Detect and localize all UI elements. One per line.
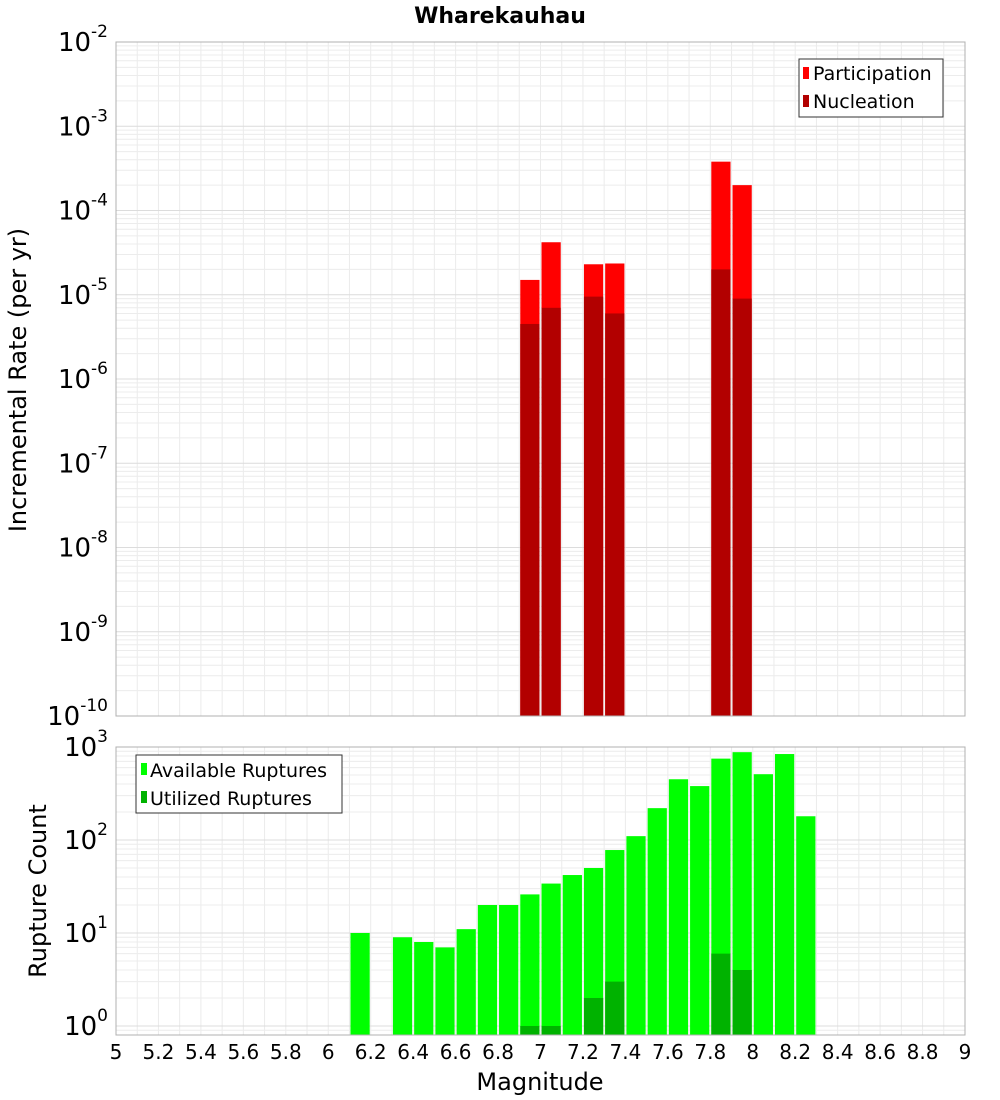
legend-label-nucleation: Nucleation bbox=[813, 91, 915, 113]
x-tick-label: 5.6 bbox=[227, 1040, 259, 1064]
count-bars bbox=[350, 752, 816, 1035]
count-legend-box bbox=[135, 754, 343, 814]
x-tick-label: 5.8 bbox=[270, 1040, 302, 1064]
rate-plot-border bbox=[115, 41, 966, 717]
bar-available-ruptures bbox=[350, 932, 370, 1035]
rate-grid bbox=[115, 41, 966, 717]
bar-available-ruptures bbox=[414, 942, 434, 1035]
y-tick-label: 101 bbox=[64, 913, 108, 949]
legend-swatch-nucleation bbox=[803, 95, 809, 107]
x-tick-label: 6 bbox=[322, 1040, 335, 1064]
bar-available-ruptures bbox=[392, 937, 413, 1035]
bar-utilized-ruptures bbox=[711, 953, 731, 1035]
bar-available-ruptures bbox=[456, 929, 476, 1035]
rate-y-axis-label: Incremental Rate (per yr) bbox=[4, 228, 32, 532]
bar-available-ruptures bbox=[668, 779, 689, 1035]
bar-available-ruptures bbox=[477, 904, 498, 1035]
x-tick-label: 6.2 bbox=[355, 1040, 387, 1064]
x-tick-label: 6.8 bbox=[482, 1040, 514, 1064]
y-tick-label: 10-3 bbox=[58, 106, 108, 142]
bar-available-ruptures bbox=[520, 894, 540, 1035]
y-tick-label: 10-2 bbox=[58, 22, 108, 58]
bar-available-ruptures bbox=[796, 816, 816, 1035]
legend-swatch-utilized bbox=[141, 791, 147, 803]
legend-swatch-available bbox=[141, 763, 147, 775]
x-tick-label: 7 bbox=[534, 1040, 547, 1064]
x-tick-label: 6.6 bbox=[440, 1040, 472, 1064]
bar-nucleation bbox=[520, 323, 540, 716]
bar-available-ruptures bbox=[626, 836, 646, 1035]
y-tick-label: 103 bbox=[64, 727, 108, 763]
bar-available-ruptures bbox=[732, 752, 752, 1035]
y-tick-label: 10-7 bbox=[58, 443, 108, 479]
bar-nucleation bbox=[732, 298, 752, 716]
y-tick-label: 10-4 bbox=[58, 191, 108, 227]
bar-utilized-ruptures bbox=[732, 969, 752, 1035]
bar-nucleation bbox=[583, 296, 604, 716]
y-tick-label: 10-10 bbox=[47, 696, 108, 732]
bar-available-ruptures bbox=[690, 786, 710, 1035]
bar-nucleation bbox=[605, 313, 625, 716]
count-y-ticks: 100 101 102 103 bbox=[64, 727, 108, 1042]
x-axis-label: Magnitude bbox=[476, 1068, 603, 1096]
x-tick-label: 8 bbox=[746, 1040, 759, 1064]
count-panel: 100 101 102 103 5 5.2 5.4 5.6 5.8 6 6.2 6.4 6.6 6.8 7… bbox=[24, 727, 971, 1096]
x-tick-labels: 5 5.2 5.4 5.6 5.8 6 6.2 6.4 6.6 6.8 7 7.2 7.4 7.6 7.8 8… bbox=[110, 1040, 972, 1064]
bar-utilized-ruptures bbox=[605, 981, 625, 1035]
legend-swatch-participation bbox=[803, 67, 809, 79]
bar-available-ruptures bbox=[562, 875, 582, 1035]
x-tick-label: 5.2 bbox=[143, 1040, 175, 1064]
legend-label-utilized: Utilized Ruptures bbox=[150, 788, 312, 810]
bar-available-ruptures bbox=[647, 808, 667, 1035]
rate-legend: Participation Nucleation bbox=[798, 58, 944, 118]
x-tick-label: 8.2 bbox=[779, 1040, 811, 1064]
x-tick-label: 8.4 bbox=[822, 1040, 854, 1064]
y-tick-label: 102 bbox=[64, 820, 108, 856]
y-tick-label: 10-5 bbox=[58, 275, 108, 311]
x-tick-label: 7.4 bbox=[609, 1040, 641, 1064]
bar-utilized-ruptures bbox=[583, 997, 604, 1035]
legend-label-available: Available Ruptures bbox=[150, 760, 327, 782]
rate-y-ticks: 10-10 10-9 10-8 10-7 10-6 10-5 10-4 10-3 10-2 bbox=[47, 22, 108, 732]
bar-available-ruptures bbox=[435, 947, 455, 1035]
bar-available-ruptures bbox=[774, 754, 795, 1035]
x-tick-label: 8.6 bbox=[864, 1040, 896, 1064]
x-tick-label: 8.8 bbox=[907, 1040, 939, 1064]
x-tick-label: 9 bbox=[959, 1040, 972, 1064]
rate-bars bbox=[520, 161, 752, 717]
bar-utilized-ruptures bbox=[520, 1025, 540, 1035]
x-tick-label: 7.6 bbox=[652, 1040, 684, 1064]
x-tick-label: 5 bbox=[110, 1040, 123, 1064]
bar-nucleation bbox=[541, 307, 561, 716]
y-tick-label: 10-6 bbox=[58, 359, 108, 395]
y-tick-label: 100 bbox=[64, 1006, 108, 1042]
legend-label-participation: Participation bbox=[813, 63, 932, 85]
rate-panel: 10-10 10-9 10-8 10-7 10-6 10-5 10-4 10-3 10-2 In… bbox=[4, 22, 966, 732]
y-tick-label: 10-9 bbox=[58, 612, 108, 648]
count-legend: Available Ruptures Utilized Ruptures bbox=[135, 754, 343, 814]
x-tick-label: 6.4 bbox=[397, 1040, 429, 1064]
chart-title: Wharekauhau bbox=[414, 4, 586, 29]
x-tick-label: 7.2 bbox=[567, 1040, 599, 1064]
bar-available-ruptures bbox=[583, 867, 604, 1035]
x-tick-label: 5.4 bbox=[185, 1040, 217, 1064]
x-tick-label: 7.8 bbox=[694, 1040, 726, 1064]
bar-utilized-ruptures bbox=[541, 1025, 561, 1035]
count-plot-border bbox=[115, 746, 966, 1036]
bar-available-ruptures bbox=[541, 883, 561, 1035]
y-tick-label: 10-8 bbox=[58, 528, 108, 564]
count-y-axis-label: Rupture Count bbox=[24, 804, 52, 978]
bar-nucleation bbox=[711, 269, 731, 716]
rate-legend-box bbox=[798, 58, 944, 118]
bar-available-ruptures bbox=[499, 904, 519, 1035]
bar-available-ruptures bbox=[753, 774, 773, 1035]
